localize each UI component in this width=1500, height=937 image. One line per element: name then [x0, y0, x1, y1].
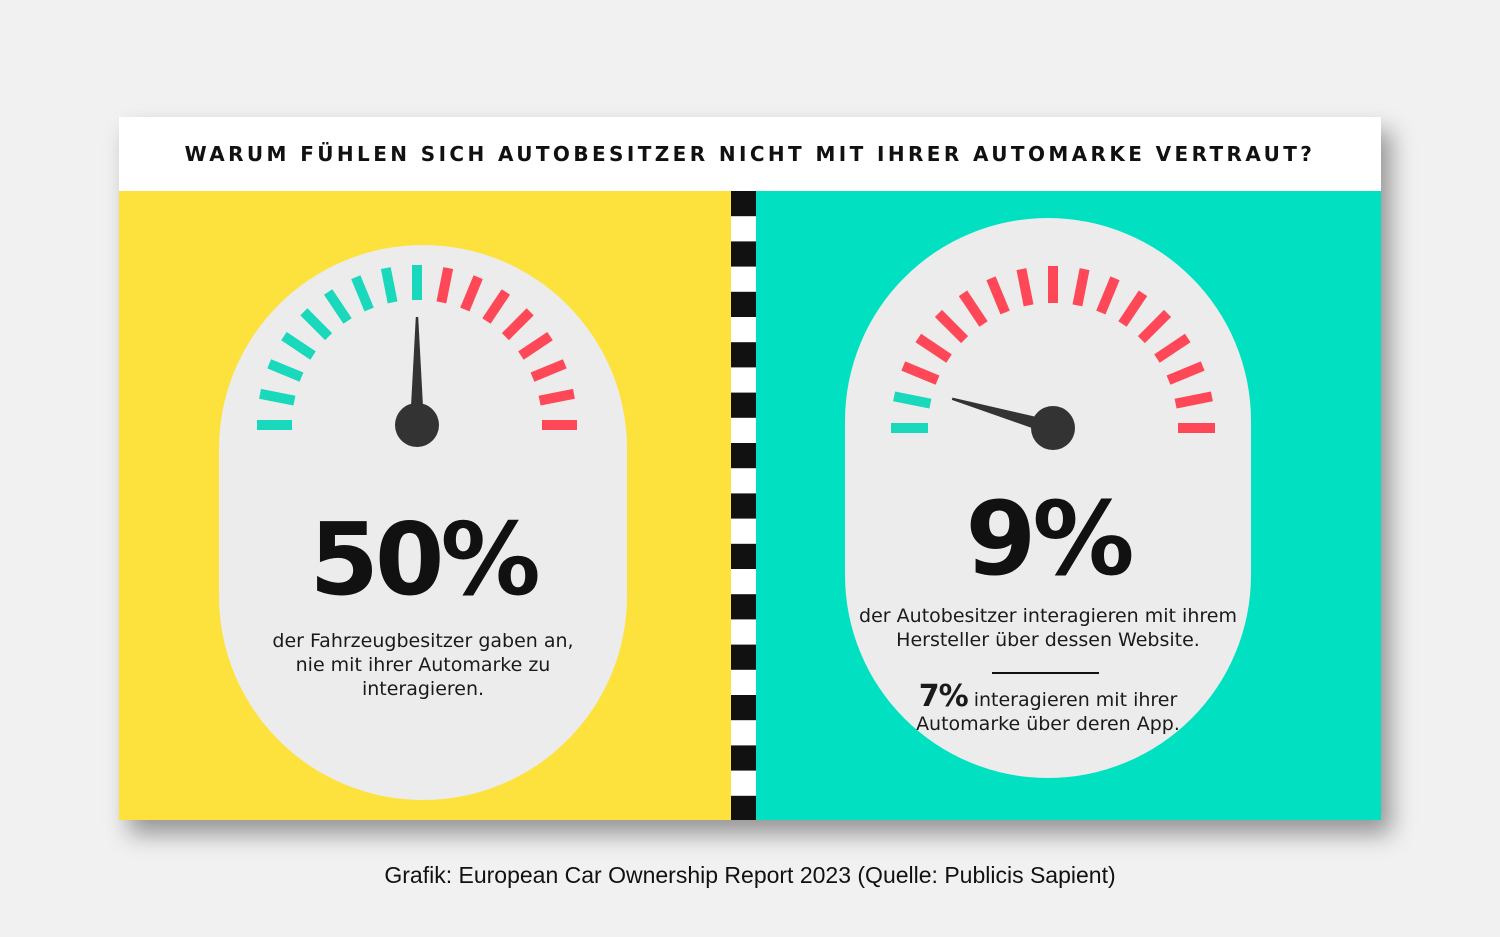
- left-panel: 50% der Fahrzeugbesitzer gaben an, nie m…: [119, 191, 731, 820]
- checker-square: [731, 342, 756, 368]
- gauge-needle-hub: [395, 403, 439, 447]
- checker-square: [731, 594, 756, 620]
- checker-square: [731, 216, 756, 242]
- gauge-tick: [482, 289, 510, 324]
- gauge-tick: [460, 275, 483, 312]
- left-gauge-card: 50% der Fahrzeugbesitzer gaben an, nie m…: [219, 245, 627, 800]
- gauge-tick: [891, 423, 928, 433]
- gauge-tick: [1096, 276, 1120, 315]
- checker-square: [731, 191, 756, 217]
- gauge-tick: [901, 361, 940, 385]
- gauge-tick: [380, 267, 398, 304]
- checker-square: [731, 493, 756, 520]
- checker-square: [731, 745, 756, 772]
- description-right-line-1: der Autobesitzer interagieren mit ihrem: [859, 605, 1237, 627]
- title-bar: WARUM FÜHLEN SICH AUTOBESITZER NICHT MIT…: [119, 117, 1381, 191]
- gauge-tick: [538, 388, 575, 406]
- gauge-tick: [1137, 309, 1172, 344]
- checker-square: [731, 266, 756, 293]
- gauge-tick: [934, 309, 969, 344]
- gauge-left: [257, 265, 577, 447]
- gauge-tick: [1072, 268, 1090, 307]
- description-left-line-2: nie mit ihrer Automarke zu: [295, 654, 551, 676]
- gauge-tick: [1048, 266, 1058, 303]
- gauge-tick: [986, 276, 1010, 315]
- gauge-tick: [530, 359, 567, 382]
- description-right: der Autobesitzer interagieren mit ihrem …: [845, 604, 1251, 652]
- checker-square: [731, 443, 756, 469]
- gauge-right: [891, 266, 1215, 450]
- checker-square: [731, 518, 756, 545]
- checker-square: [731, 392, 756, 419]
- checker-square: [731, 644, 756, 671]
- checker-square: [731, 695, 756, 721]
- checker-square: [731, 795, 756, 820]
- gauge-needle-hub: [1031, 406, 1075, 450]
- value-label-left: 50%: [309, 501, 540, 618]
- gauge-tick: [281, 332, 316, 360]
- checker-square: [731, 317, 756, 343]
- chart-title: WARUM FÜHLEN SICH AUTOBESITZER NICHT MIT…: [184, 142, 1316, 166]
- checker-square: [731, 291, 756, 318]
- value-label-right: 9%: [965, 480, 1134, 599]
- gauge-tick: [1178, 423, 1215, 433]
- gauge-needle: [410, 317, 424, 425]
- gauge-tick: [915, 333, 952, 363]
- checker-square: [731, 417, 756, 444]
- description-left: der Fahrzeugbesitzer gaben an, nie mit i…: [219, 629, 627, 701]
- gauge-tick: [1166, 361, 1205, 385]
- checker-square: [731, 569, 756, 595]
- description-left-line-1: der Fahrzeugbesitzer gaben an,: [272, 630, 574, 652]
- checker-square: [731, 770, 756, 797]
- checker-square: [731, 619, 756, 646]
- secondary-text-line-1: interagieren mit ihrer: [973, 689, 1178, 711]
- gauge-tick: [518, 332, 553, 360]
- gauge-tick: [257, 420, 292, 430]
- gauge-needle: [951, 397, 1055, 435]
- gauge-tick: [259, 388, 296, 406]
- gauge-tick: [1174, 391, 1213, 409]
- checker-square: [731, 720, 756, 746]
- checkered-divider: [731, 191, 756, 820]
- gauge-tick: [501, 308, 534, 341]
- gauge-tick: [958, 290, 988, 327]
- gauge-tick: [267, 359, 304, 382]
- checker-square: [731, 241, 756, 268]
- gauge-tick: [542, 420, 577, 430]
- secondary-value-label: 7%: [918, 679, 969, 714]
- secondary-stat-line-1: 7% interagieren mit ihrer: [845, 682, 1251, 712]
- gauge-tick: [412, 265, 422, 300]
- secondary-text-line-2: Automarke über deren App.: [916, 713, 1180, 735]
- gauge-tick: [351, 275, 374, 312]
- gauge-tick: [1154, 333, 1191, 363]
- gauge-tick: [1118, 290, 1148, 327]
- gauge-tick: [436, 267, 454, 304]
- gauge-tick: [300, 308, 333, 341]
- checker-square: [731, 468, 756, 494]
- right-panel: 9% der Autobesitzer interagieren mit ihr…: [756, 191, 1381, 820]
- gauge-tick: [893, 391, 932, 409]
- checker-square: [731, 367, 756, 394]
- gauge-tick: [1016, 268, 1034, 307]
- gauge-tick: [324, 289, 352, 324]
- checker-square: [731, 543, 756, 570]
- description-left-line-3: interagieren.: [361, 678, 485, 700]
- checker-square: [731, 669, 756, 696]
- infographic-card: WARUM FÜHLEN SICH AUTOBESITZER NICHT MIT…: [119, 117, 1381, 820]
- secondary-stat: 7% interagieren mit ihrer Automarke über…: [845, 682, 1251, 736]
- right-gauge-card: 9% der Autobesitzer interagieren mit ihr…: [845, 218, 1251, 778]
- separator-line: [992, 672, 1099, 674]
- description-right-line-2: Hersteller über dessen Website.: [896, 629, 1200, 651]
- source-caption: Grafik: European Car Ownership Report 20…: [384, 862, 1116, 888]
